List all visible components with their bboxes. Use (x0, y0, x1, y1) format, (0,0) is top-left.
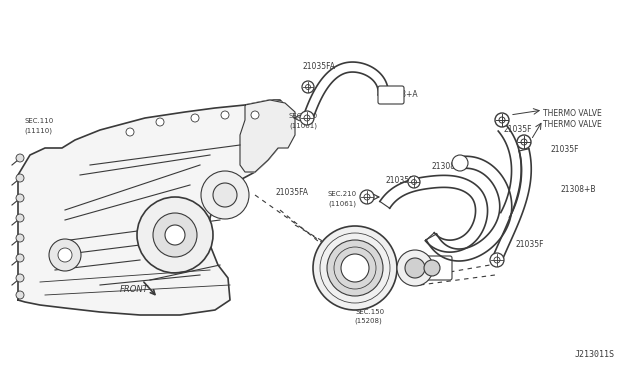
Text: 21308H: 21308H (334, 282, 364, 291)
Circle shape (221, 111, 229, 119)
Polygon shape (18, 100, 288, 315)
Circle shape (16, 194, 24, 202)
Circle shape (364, 194, 370, 200)
Text: THERMO VALVE: THERMO VALVE (543, 120, 602, 129)
Circle shape (452, 155, 468, 171)
Circle shape (165, 225, 185, 245)
Text: SEC.210: SEC.210 (289, 113, 318, 119)
Circle shape (16, 274, 24, 282)
Circle shape (521, 139, 527, 145)
FancyBboxPatch shape (413, 256, 452, 280)
Text: 21035FA: 21035FA (303, 62, 336, 71)
Circle shape (405, 258, 425, 278)
Text: THERMO VALVE: THERMO VALVE (543, 109, 602, 118)
Circle shape (327, 240, 383, 296)
Circle shape (408, 176, 420, 188)
Circle shape (424, 260, 440, 276)
Text: SEC.210: SEC.210 (328, 191, 357, 197)
Circle shape (300, 111, 314, 125)
Circle shape (517, 135, 531, 149)
Text: FRONT: FRONT (120, 285, 148, 294)
Text: (11061): (11061) (289, 122, 317, 128)
Circle shape (16, 254, 24, 262)
Circle shape (213, 183, 237, 207)
Circle shape (126, 128, 134, 136)
Circle shape (16, 154, 24, 162)
Circle shape (499, 117, 505, 123)
Circle shape (397, 250, 433, 286)
Text: (11110): (11110) (24, 127, 52, 134)
Text: 21308+B: 21308+B (561, 185, 596, 194)
Circle shape (495, 113, 509, 127)
Circle shape (313, 226, 397, 310)
Circle shape (156, 118, 164, 126)
Text: (15208): (15208) (354, 318, 381, 324)
Circle shape (16, 291, 24, 299)
Text: 21035FA: 21035FA (276, 188, 309, 197)
Text: SEC.150: SEC.150 (356, 309, 385, 315)
Circle shape (360, 190, 374, 204)
Circle shape (494, 257, 500, 263)
Circle shape (153, 213, 197, 257)
Text: 21308: 21308 (432, 162, 456, 171)
Circle shape (16, 234, 24, 242)
Text: 21035F: 21035F (551, 145, 579, 154)
Text: 21308+A: 21308+A (383, 90, 419, 99)
Circle shape (304, 115, 310, 121)
Circle shape (341, 254, 369, 282)
Text: 21035F: 21035F (386, 176, 415, 185)
Circle shape (16, 174, 24, 182)
Circle shape (201, 171, 249, 219)
Circle shape (412, 180, 417, 185)
Circle shape (58, 248, 72, 262)
FancyBboxPatch shape (378, 86, 404, 104)
Text: 21035F: 21035F (504, 125, 532, 134)
Text: (11061): (11061) (328, 200, 356, 206)
Text: J213011S: J213011S (575, 350, 615, 359)
Circle shape (49, 239, 81, 271)
Text: 21035F: 21035F (516, 240, 545, 249)
Circle shape (490, 253, 504, 267)
Circle shape (191, 114, 199, 122)
Circle shape (251, 111, 259, 119)
Circle shape (305, 84, 310, 90)
Text: SEC.110: SEC.110 (24, 118, 53, 124)
Circle shape (302, 81, 314, 93)
Circle shape (137, 197, 213, 273)
Circle shape (16, 214, 24, 222)
Text: 21305: 21305 (316, 271, 340, 280)
Polygon shape (240, 100, 295, 172)
